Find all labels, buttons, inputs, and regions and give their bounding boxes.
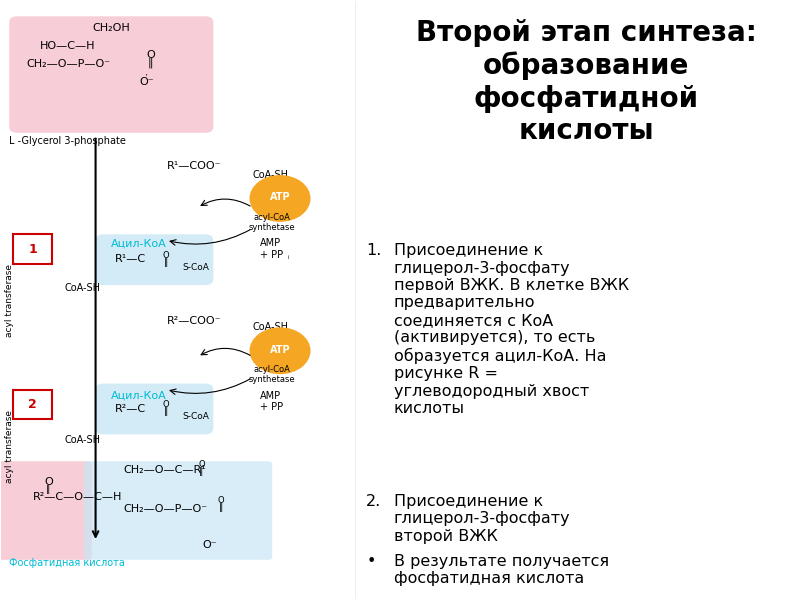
FancyBboxPatch shape (0, 461, 92, 560)
Text: Ацил-КоА: Ацил-КоА (111, 238, 166, 248)
Text: ‖: ‖ (46, 485, 50, 494)
Text: R²—C—O—C—H: R²—C—O—C—H (33, 492, 122, 502)
Text: R²—C: R²—C (115, 404, 146, 413)
Text: O⁻: O⁻ (202, 540, 217, 550)
Text: O: O (198, 460, 205, 469)
Text: L -Glycerol 3-phosphate: L -Glycerol 3-phosphate (10, 136, 126, 146)
Text: O: O (163, 251, 170, 260)
Text: O: O (163, 400, 170, 409)
Text: 2: 2 (29, 398, 37, 411)
Text: CH₂—O—P—O⁻: CH₂—O—P—O⁻ (26, 59, 110, 69)
FancyBboxPatch shape (10, 16, 214, 133)
Text: Присоединение к
глицерол-3-фосфату
первой ВЖК. В клетке ВЖК
предварительно
соеди: Присоединение к глицерол-3-фосфату перво… (394, 243, 629, 416)
Text: AMP
+ PP: AMP + PP (261, 391, 283, 412)
Text: O: O (218, 496, 225, 505)
Text: CoA-SH: CoA-SH (253, 170, 289, 179)
Text: R²—COO⁻: R²—COO⁻ (166, 316, 221, 326)
Text: acyl transferase: acyl transferase (6, 410, 14, 483)
Text: CoA-SH: CoA-SH (64, 436, 100, 445)
Text: ‖: ‖ (219, 503, 223, 512)
Text: CH₂OH: CH₂OH (92, 23, 130, 33)
Text: O: O (146, 50, 155, 60)
Text: CoA-SH: CoA-SH (253, 322, 289, 332)
Text: 1: 1 (29, 243, 37, 256)
Text: Второй этап синтеза:
образование
фосфатидной
кислоты: Второй этап синтеза: образование фосфати… (416, 19, 757, 145)
Text: acyl-CoA
synthetase: acyl-CoA synthetase (249, 365, 295, 385)
Text: В результате получается
фосфатидная кислота: В результате получается фосфатидная кисл… (394, 554, 609, 586)
Text: CoA-SH: CoA-SH (64, 283, 100, 293)
Text: S-CoA: S-CoA (182, 412, 209, 421)
Circle shape (250, 328, 310, 373)
Text: O⁻: O⁻ (139, 77, 154, 87)
Text: R¹—C: R¹—C (115, 254, 146, 265)
Text: 1.: 1. (366, 243, 382, 258)
FancyBboxPatch shape (13, 389, 53, 419)
Circle shape (250, 176, 310, 221)
Text: ‖: ‖ (199, 467, 204, 476)
Text: R¹—COO⁻: R¹—COO⁻ (166, 161, 221, 170)
Text: AMP
+ PP: AMP + PP (261, 238, 283, 260)
Text: Фосфатидная кислота: Фосфатидная кислота (10, 558, 125, 568)
Text: 2.: 2. (366, 494, 382, 509)
FancyBboxPatch shape (84, 461, 272, 560)
Text: CH₂—O—P—O⁻: CH₂—O—P—O⁻ (123, 504, 207, 514)
Text: ᵢ: ᵢ (288, 252, 290, 261)
Text: CH₂—O—C—R¹: CH₂—O—C—R¹ (123, 465, 206, 475)
Text: ‖: ‖ (164, 407, 168, 416)
Text: O: O (44, 477, 53, 487)
Text: acyl-CoA
synthetase: acyl-CoA synthetase (249, 212, 295, 232)
FancyBboxPatch shape (95, 383, 214, 434)
Text: ‖: ‖ (164, 258, 168, 267)
Text: ATP: ATP (270, 192, 290, 202)
Text: Присоединение к
глицерол-3-фосфату
второй ВЖК: Присоединение к глицерол-3-фосфату второ… (394, 494, 570, 544)
Text: ‖: ‖ (148, 57, 154, 68)
Text: Ацил-КоА: Ацил-КоА (111, 391, 166, 401)
Text: ATP: ATP (270, 344, 290, 355)
FancyBboxPatch shape (95, 235, 214, 285)
Text: •: • (366, 554, 376, 569)
Text: HO—C—H: HO—C—H (40, 41, 96, 51)
Text: S-CoA: S-CoA (182, 263, 209, 272)
Text: acyl transferase: acyl transferase (6, 263, 14, 337)
FancyBboxPatch shape (13, 235, 53, 264)
